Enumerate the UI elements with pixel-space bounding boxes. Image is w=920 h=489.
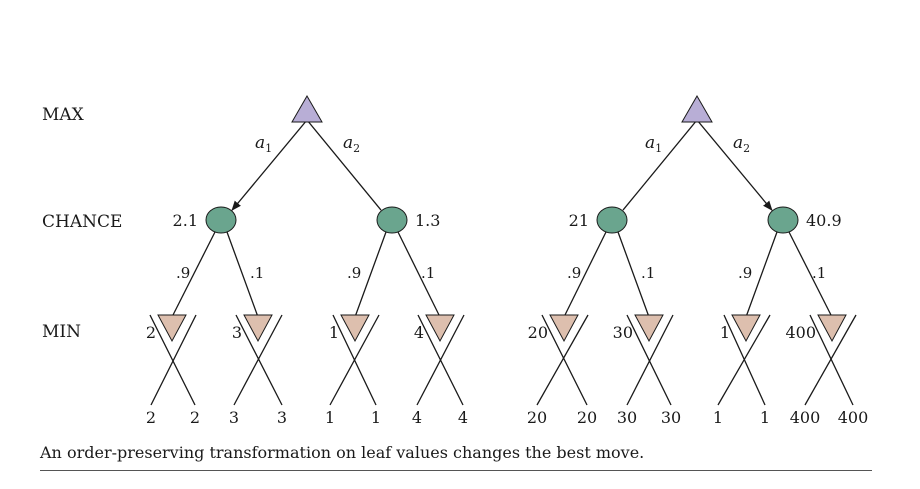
action-edge-1 [622, 119, 698, 211]
action-name: a [645, 133, 655, 153]
action-edge-1 [231, 119, 308, 211]
chance-node [376, 206, 408, 234]
action-subscript: 1 [655, 142, 662, 155]
action-subscript: 1 [265, 142, 272, 155]
chance-edge [171, 231, 216, 318]
leaf-edge [417, 314, 464, 406]
probability-label: .1 [250, 264, 264, 282]
action-name: a [255, 133, 265, 153]
min-value: 1 [720, 323, 730, 342]
min-node [157, 314, 187, 343]
action-edge-2 [696, 119, 773, 211]
action-label-2: a2 [733, 133, 750, 155]
min-node [731, 314, 761, 343]
action-name: a [343, 133, 353, 153]
chance-edge [745, 231, 778, 318]
chance-value: 21 [569, 211, 589, 230]
leaf-value: 2 [146, 408, 156, 427]
leaf-value: 1 [371, 408, 381, 427]
leaf-value: 3 [229, 408, 239, 427]
probability-label: .9 [567, 264, 581, 282]
row-label-max: MAX [42, 105, 85, 125]
chance-edge [354, 231, 387, 318]
min-node [634, 314, 664, 343]
min-node [243, 314, 273, 343]
action-subscript: 2 [353, 142, 360, 155]
chance-edge [563, 231, 607, 318]
max-node [681, 94, 713, 123]
chance-value: 1.3 [415, 211, 440, 230]
leaf-value: 20 [527, 408, 547, 427]
action-edge-2 [306, 119, 382, 211]
leaf-value: 3 [277, 408, 287, 427]
game-tree-diagram: MAX CHANCE MIN a1 a2.9.12.122 233 3.9.11.31… [42, 94, 869, 427]
probability-label: .1 [421, 264, 435, 282]
leaf-edge [723, 314, 766, 406]
trees-layer: a1 a2.9.12.122 233 3.9.11.311 144 4a1 a2.9.121… [146, 94, 869, 427]
min-value: 30 [613, 323, 633, 342]
action-subscript: 2 [743, 142, 750, 155]
leaf-value: 1 [713, 408, 723, 427]
figure-caption: An order-preserving transformation on le… [40, 443, 872, 471]
leaf-value: 4 [412, 408, 422, 427]
chance-node [205, 206, 237, 234]
probability-label: .9 [738, 264, 752, 282]
min-node [817, 314, 847, 343]
leaf-edge [804, 314, 857, 406]
chance-edge [226, 231, 259, 318]
leaf-value: 400 [838, 408, 869, 427]
chance-edge [397, 231, 441, 318]
min-node [340, 314, 370, 343]
action-label-1: a1 [255, 133, 272, 155]
max-node [291, 94, 323, 123]
leaf-value: 4 [458, 408, 468, 427]
min-value: 3 [232, 323, 242, 342]
chance-node [596, 206, 628, 234]
leaf-value: 400 [790, 408, 821, 427]
tree-1: a1 a2.9.12.122 233 3.9.11.311 144 4 [146, 94, 468, 427]
probability-label: .1 [812, 264, 826, 282]
leaf-value: 2 [190, 408, 200, 427]
leaf-edge [150, 314, 197, 406]
min-node [549, 314, 579, 343]
min-node [425, 314, 455, 343]
action-label-2: a2 [343, 133, 360, 155]
leaf-edge [149, 314, 196, 406]
chance-value: 40.9 [806, 211, 842, 230]
leaf-edge [626, 314, 674, 406]
min-value: 1 [329, 323, 339, 342]
leaf-value: 1 [760, 408, 770, 427]
leaf-edge [233, 314, 283, 406]
probability-label: .1 [641, 264, 655, 282]
leaf-edge [626, 314, 672, 406]
action-label-1: a1 [645, 133, 662, 155]
row-label-chance: CHANCE [42, 212, 122, 232]
min-value: 400 [785, 323, 816, 342]
min-value: 20 [528, 323, 548, 342]
probability-label: .9 [347, 264, 361, 282]
leaf-value: 1 [325, 408, 335, 427]
leaf-value: 20 [577, 408, 597, 427]
min-value: 4 [414, 323, 424, 342]
leaf-edge [332, 314, 377, 406]
min-value: 2 [146, 323, 156, 342]
leaf-edge [809, 314, 854, 406]
leaf-value: 30 [661, 408, 681, 427]
leaf-value: 30 [617, 408, 637, 427]
chance-edge [788, 231, 833, 318]
row-label-min: MIN [42, 322, 81, 342]
leaf-edge [536, 314, 589, 406]
leaf-edge [541, 314, 588, 406]
chance-node [767, 206, 799, 234]
probability-label: .9 [176, 264, 190, 282]
action-name: a [733, 133, 743, 153]
leaf-edge [235, 314, 283, 406]
chance-value: 2.1 [173, 211, 198, 230]
chance-edge [617, 231, 650, 318]
